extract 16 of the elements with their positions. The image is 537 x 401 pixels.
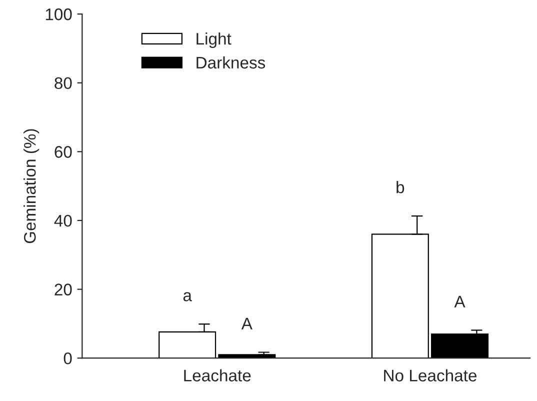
annotation: a [183,292,192,302]
bar [431,333,489,358]
y-tick-label: 40 [54,214,72,227]
annotation: b [396,181,404,194]
annotation: A [241,318,252,330]
x-tick-label: Leachate [184,369,251,382]
legend-label: Light [196,32,232,48]
y-tick-label: 60 [54,146,72,158]
annotation: A [454,296,466,308]
x-tick-label: No Leachate [384,369,476,382]
y-tick-label: 0 [64,352,72,364]
y-axis-title: Gemination (%) [24,129,40,244]
legend-label: Darkness [196,56,266,69]
y-tick-label: 100 [46,8,72,20]
y-tick-label: 20 [54,284,72,296]
y-tick-label: 80 [54,77,72,90]
